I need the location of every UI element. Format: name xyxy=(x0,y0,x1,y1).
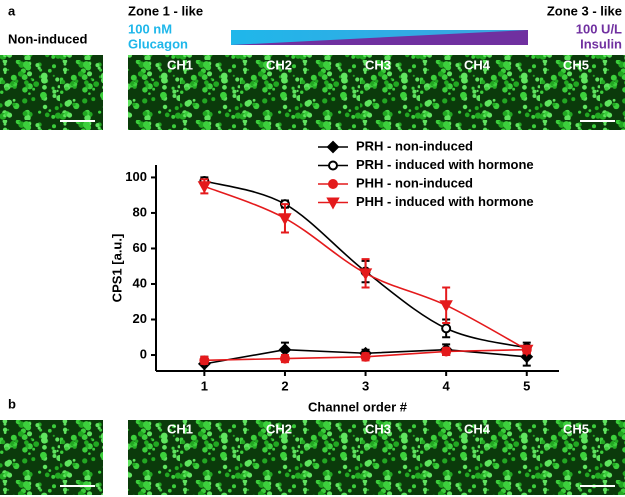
data-point xyxy=(358,268,373,281)
data-point xyxy=(197,181,212,194)
data-point xyxy=(441,346,452,357)
zone3-dose: 100 U/L xyxy=(576,21,622,36)
channel-label: CH1 xyxy=(167,57,193,72)
legend-marker xyxy=(326,197,340,210)
x-tick-label: 1 xyxy=(201,378,208,393)
legend-label: PRH - non-induced xyxy=(356,138,473,153)
data-point xyxy=(520,350,534,364)
y-tick-label: 80 xyxy=(133,204,147,219)
channel-label: CH4 xyxy=(464,421,491,436)
legend-label: PRH - induced with hormone xyxy=(356,157,534,172)
legend-marker xyxy=(326,140,340,154)
channel-label: CH2 xyxy=(266,57,292,72)
legend-label: PHH - non-induced xyxy=(356,175,473,190)
x-tick-label: 5 xyxy=(523,378,530,393)
legend-marker xyxy=(328,179,338,189)
micrograph-strip xyxy=(128,420,625,495)
gradient-wedge xyxy=(231,30,528,45)
channel-label: CH5 xyxy=(563,57,589,72)
zone1-label: Zone 1 - like xyxy=(128,3,203,18)
data-point xyxy=(520,344,534,357)
micrograph xyxy=(0,420,103,495)
micrograph xyxy=(0,55,103,130)
data-point xyxy=(441,323,452,334)
y-tick-label: 40 xyxy=(133,275,147,290)
zone3-hormone: Insulin xyxy=(580,36,622,51)
data-point xyxy=(278,213,292,226)
data-point xyxy=(279,353,290,364)
zone1-hormone: Glucagon xyxy=(128,36,188,51)
y-tick-label: 100 xyxy=(125,169,147,184)
channel-label: CH1 xyxy=(167,421,193,436)
x-tick-label: 3 xyxy=(362,378,369,393)
micrograph-strip xyxy=(128,55,625,130)
control-label: Non-induced xyxy=(8,31,87,46)
data-point xyxy=(439,300,453,313)
data-point xyxy=(278,343,292,357)
zone1-dose: 100 nM xyxy=(128,21,172,36)
x-tick-label: 4 xyxy=(443,378,451,393)
data-point xyxy=(360,351,371,362)
channel-label: CH5 xyxy=(563,421,589,436)
x-tick-label: 2 xyxy=(281,378,288,393)
data-point xyxy=(199,355,210,366)
channel-label: CH4 xyxy=(464,57,491,72)
y-tick-label: 0 xyxy=(140,346,147,361)
zone3-label: Zone 3 - like xyxy=(547,3,622,18)
channel-label: CH2 xyxy=(266,421,292,436)
scale-bars xyxy=(60,120,615,487)
x-axis-label: Channel order # xyxy=(308,399,408,414)
y-tick-label: 20 xyxy=(133,311,147,326)
channel-label: CH3 xyxy=(365,57,391,72)
legend-marker xyxy=(328,160,338,171)
y-axis-label: CPS1 [a.u.] xyxy=(109,234,124,303)
legend-label: PHH - induced with hormone xyxy=(356,194,534,209)
panel-label: a xyxy=(8,3,16,18)
panel-label: b xyxy=(8,396,16,411)
y-tick-label: 60 xyxy=(133,240,147,255)
channel-label: CH3 xyxy=(365,421,391,436)
